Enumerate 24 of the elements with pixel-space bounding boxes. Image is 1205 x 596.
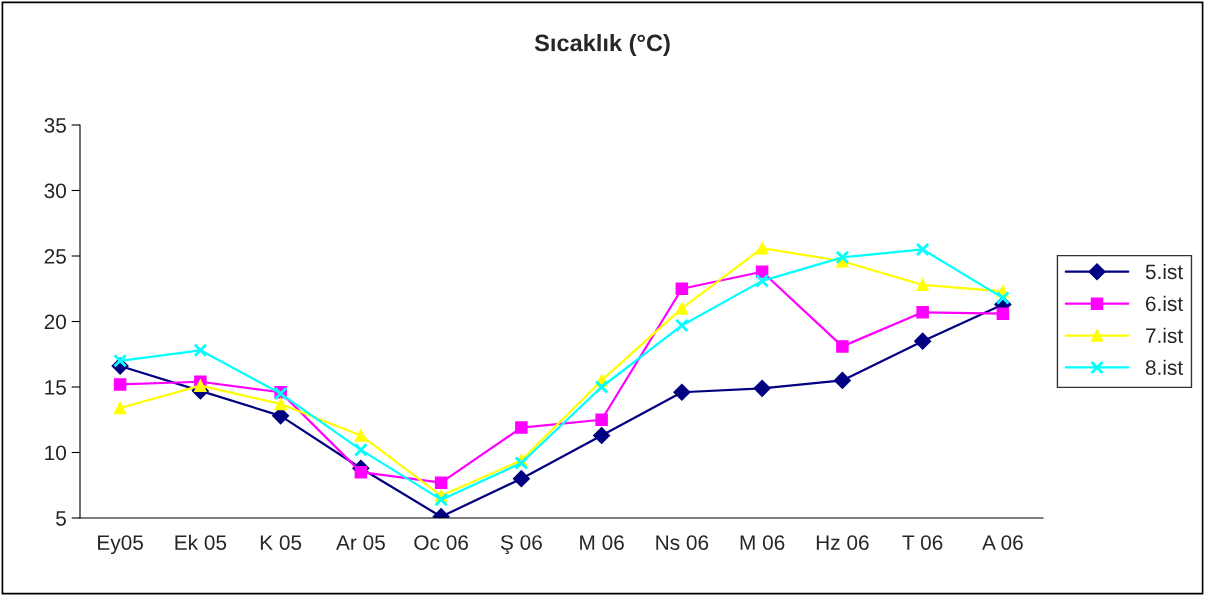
legend-label: 8.ist xyxy=(1145,359,1183,375)
x-tick-label: M 06 xyxy=(580,535,624,550)
chart-title: Sıcaklık (°C) xyxy=(534,34,670,56)
x-tick-label: A 06 xyxy=(982,535,1023,550)
x-tick-label: Ey05 xyxy=(98,535,143,555)
y-tick-label: 10 xyxy=(45,445,66,461)
y-tick-label: 5 xyxy=(56,511,66,526)
x-tick-label: Ek 05 xyxy=(175,534,227,550)
x-tick-label: Ar 05 xyxy=(336,535,385,550)
y-tick-label: 25 xyxy=(44,249,66,264)
y-tick-label: 20 xyxy=(44,314,66,330)
y-tick-label: 35 xyxy=(44,118,66,133)
x-tick-label: Ns 06 xyxy=(656,535,709,550)
x-tick-label: Ş 06 xyxy=(500,535,542,555)
x-tick-label: K 05 xyxy=(260,535,302,550)
x-tick-label: T 06 xyxy=(902,535,943,550)
legend-label: 6.ist xyxy=(1146,295,1183,312)
x-tick-label: Hz 06 xyxy=(816,535,869,550)
x-tick-label: Oc 06 xyxy=(414,535,468,550)
legend-label: 7.ist xyxy=(1146,327,1183,344)
legend-label: 5.ist xyxy=(1145,263,1183,280)
y-tick-label: 15 xyxy=(45,380,66,395)
x-tick-label: M 06 xyxy=(740,535,785,550)
y-tick-label: 30 xyxy=(44,183,66,199)
